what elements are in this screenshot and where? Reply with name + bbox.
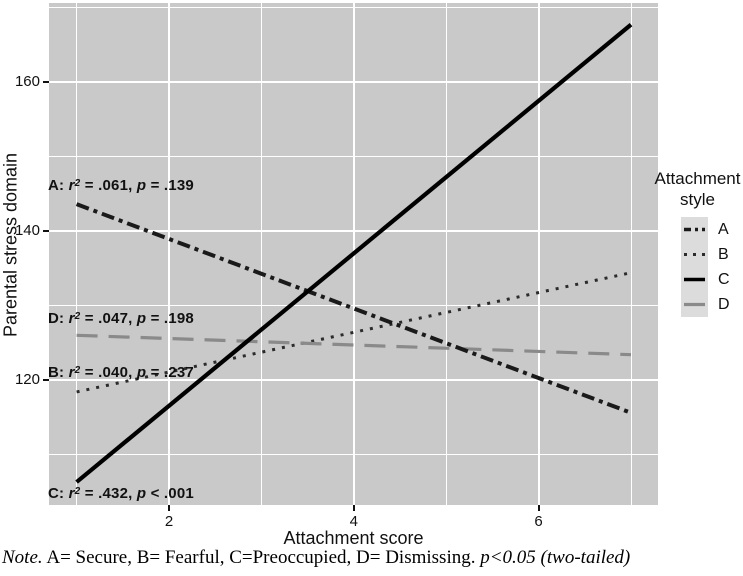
- gridline: [49, 379, 658, 381]
- r-symbol: r: [68, 485, 75, 502]
- legend-item-d: D: [681, 292, 730, 317]
- x-tick-label: 6: [534, 513, 543, 530]
- note-lead: Note.: [2, 547, 43, 568]
- gridline: [49, 81, 658, 83]
- x-tick-mark: [537, 505, 540, 511]
- note-tail: p<0.05 (two-tailed): [480, 547, 631, 568]
- gridline: [260, 3, 262, 505]
- annotation-label: B:: [48, 364, 69, 381]
- y-tick-label: 140: [14, 222, 40, 239]
- regression-line-d: [76, 333, 632, 357]
- y-tick-label: 160: [14, 73, 40, 90]
- legend-key-line-icon: [684, 302, 705, 307]
- legend-item-label: D: [718, 295, 730, 313]
- series-lines-svg: [75, 23, 633, 484]
- gridline: [630, 3, 632, 505]
- gridline: [168, 3, 170, 505]
- p-symbol: p: [136, 364, 147, 381]
- legend-item-c: C: [681, 267, 730, 292]
- gridline: [537, 3, 540, 505]
- x-tick-mark: [352, 505, 355, 511]
- p-symbol: p: [136, 310, 147, 327]
- x-tick-mark: [168, 505, 170, 511]
- legend-key-swatch: [681, 242, 708, 267]
- annotation-label: C:: [48, 485, 69, 502]
- legend-title: Attachment style: [652, 168, 743, 210]
- x-tick-label: 4: [349, 513, 358, 530]
- legend-item-b: B: [681, 242, 730, 267]
- squared-symbol: 2: [74, 311, 81, 322]
- p-value: = .237: [146, 364, 194, 381]
- annotation-series-c: C: r2 = .432, p < .001: [48, 485, 194, 502]
- gridline: [445, 3, 447, 505]
- annotation-label: D:: [48, 310, 69, 327]
- legend-key-swatch: [681, 267, 708, 292]
- y-tick-label: 120: [14, 371, 40, 388]
- annotation-label: A:: [48, 177, 69, 194]
- y-tick-mark: [43, 230, 49, 232]
- legend-item-label: A: [718, 220, 729, 238]
- regression-line-a: [75, 202, 632, 415]
- annotation-series-d: D: r2 = .047, p = .198: [48, 310, 194, 327]
- p-value: < .001: [146, 485, 194, 502]
- gridline: [76, 3, 78, 505]
- r-symbol: r: [68, 177, 75, 194]
- regression-line-b: [76, 271, 632, 394]
- legend-item-label: B: [718, 245, 729, 263]
- squared-symbol: 2: [74, 178, 81, 189]
- legend-key-line-icon: [684, 227, 705, 232]
- y-axis-title: Parental stress domain: [0, 152, 21, 338]
- y-tick-mark: [43, 81, 49, 83]
- figure-note: Note. A= Secure, B= Fearful, C=Preoccupi…: [2, 547, 630, 569]
- y-tick-mark: [43, 379, 49, 381]
- annotation-series-a: A: r2 = .061, p = .139: [48, 177, 194, 194]
- legend-key-line-icon: [684, 253, 705, 256]
- legend-title-line2: style: [680, 190, 715, 209]
- x-tick-label: 2: [164, 513, 174, 530]
- legend-title-line1: Attachment: [654, 169, 741, 188]
- gridline: [49, 230, 658, 232]
- r-symbol: r: [68, 364, 75, 381]
- r2-value: = .432,: [80, 485, 137, 502]
- p-symbol: p: [136, 177, 147, 194]
- note-body: A= Secure, B= Fearful, C=Preoccupied, D=…: [42, 547, 481, 568]
- plot-panel: [49, 3, 658, 505]
- legend-item-label: C: [718, 270, 730, 288]
- x-axis-title: Attachment score: [283, 528, 424, 548]
- p-value: = .198: [146, 310, 194, 327]
- p-symbol: p: [136, 485, 147, 502]
- annotation-series-b: B: r2 = .040, p = .237: [48, 364, 194, 381]
- legend-key-line-icon: [684, 277, 705, 282]
- legend-item-a: A: [681, 217, 730, 242]
- squared-symbol: 2: [74, 365, 81, 376]
- squared-symbol: 2: [74, 486, 81, 497]
- regression-line-c: [75, 23, 633, 484]
- r-symbol: r: [68, 310, 75, 327]
- r2-value: = .040,: [80, 364, 137, 381]
- r2-value: = .061,: [80, 177, 137, 194]
- legend-key-swatch: [681, 217, 708, 242]
- legend-key-swatch: [681, 292, 708, 317]
- r2-value: = .047,: [80, 310, 137, 327]
- p-value: = .139: [146, 177, 194, 194]
